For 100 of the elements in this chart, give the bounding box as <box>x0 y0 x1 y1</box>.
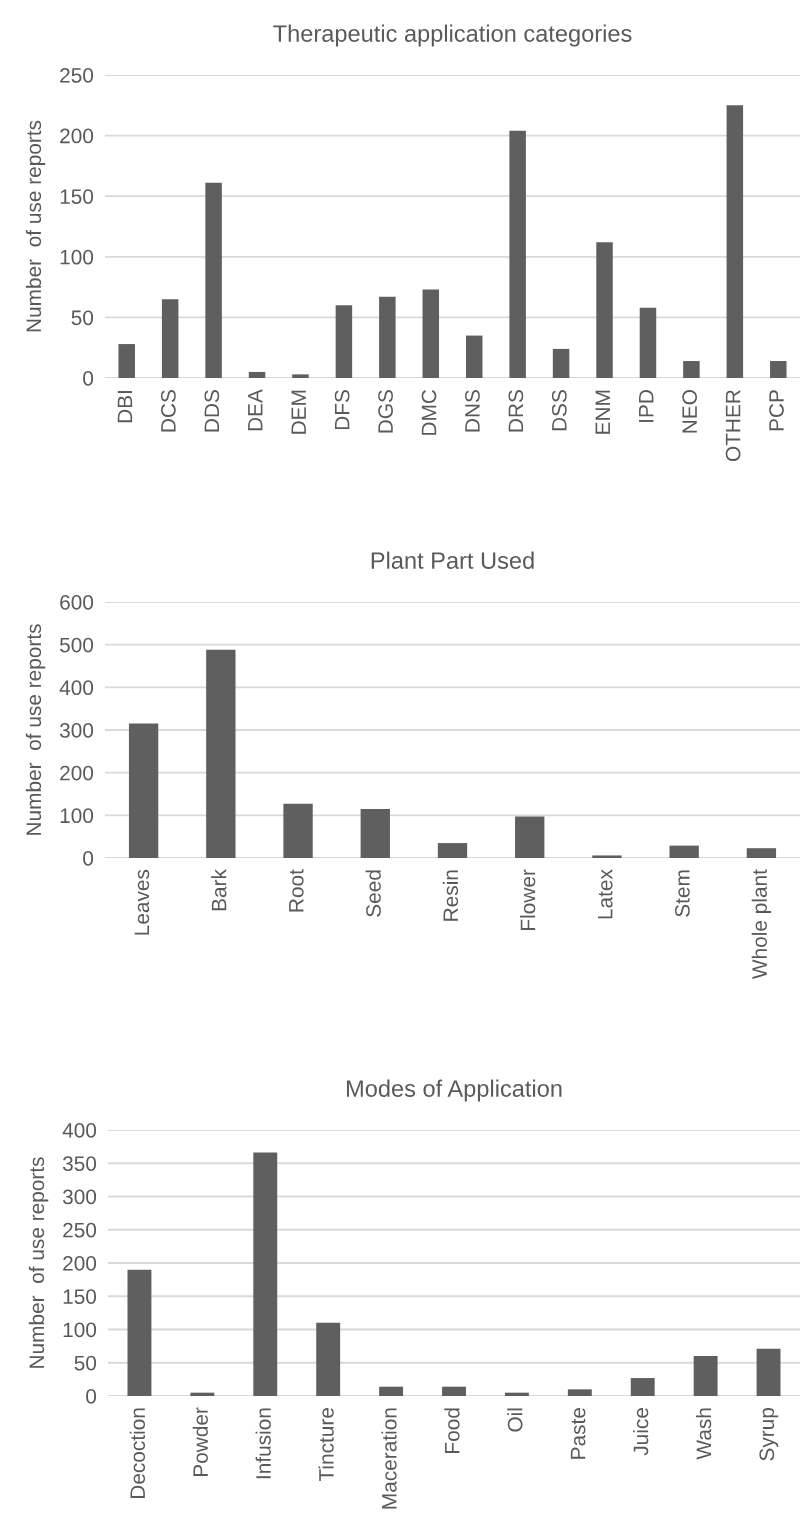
x-tick-label: DEM <box>291 390 306 434</box>
x-tick-label: DNS <box>465 390 480 432</box>
x-tick-label: ENM <box>595 390 610 434</box>
x-tick-label: Juice <box>633 1408 649 1456</box>
bar <box>118 344 135 378</box>
x-tick-label: NEO <box>682 390 697 433</box>
x-tick-label: Infusion <box>255 1408 271 1479</box>
x-tick-label: DSS <box>551 390 567 431</box>
y-tick-label: 500 <box>59 637 94 653</box>
chart-title: Plant Part Used <box>371 551 534 569</box>
bar <box>128 723 159 858</box>
y-tick-label: 150 <box>63 1289 97 1304</box>
x-tick-label: Latex <box>598 869 613 919</box>
y-tick-label: 200 <box>60 128 94 144</box>
x-tick-label: DBI <box>117 391 133 423</box>
y-tick-label: 150 <box>60 189 94 204</box>
y-tick-label: 300 <box>62 1189 97 1205</box>
bar <box>669 845 699 858</box>
x-tick-label: DCS <box>161 390 176 432</box>
x-tick-label: PCP <box>769 390 784 431</box>
y-tick-label: 400 <box>59 680 94 696</box>
x-tick-label: Powder <box>192 1407 208 1477</box>
y-tick-label: 0 <box>86 1389 97 1404</box>
x-tick-label: Root <box>289 869 304 912</box>
bar <box>515 816 545 858</box>
bar <box>360 808 390 858</box>
bar <box>639 307 657 378</box>
bar <box>437 843 468 858</box>
x-tick-label: Resin <box>442 870 459 921</box>
bar <box>292 374 309 378</box>
y-tick-label: 250 <box>60 68 94 83</box>
x-tick-label: DRS <box>508 390 524 432</box>
x-tick-label: DGS <box>378 390 393 433</box>
bar <box>746 848 777 858</box>
x-tick-label: Whole plant <box>751 869 772 980</box>
bar <box>379 296 396 378</box>
y-tick-label: 400 <box>62 1123 97 1138</box>
bar <box>567 1389 592 1396</box>
bar <box>596 242 613 378</box>
bar <box>683 361 700 378</box>
bar <box>253 1152 278 1396</box>
y-tick-label: 350 <box>62 1156 97 1171</box>
bar <box>190 1392 215 1396</box>
x-tick-label: DDS <box>204 390 220 432</box>
x-tick-label: Tincture <box>318 1408 334 1482</box>
bar <box>316 1322 341 1396</box>
x-tick-label: Paste <box>570 1408 586 1459</box>
x-tick-label: Bark <box>211 869 227 911</box>
y-axis-title: Number of use reports <box>25 120 46 332</box>
chart-title: Therapeutic application categories <box>273 24 632 47</box>
bar <box>592 855 622 858</box>
x-tick-label: DMC <box>421 389 437 435</box>
x-tick-label: Wash <box>695 1408 712 1460</box>
bar <box>756 1348 781 1396</box>
x-tick-label: Decoction <box>129 1408 146 1499</box>
bar <box>442 1386 466 1396</box>
bar <box>248 371 266 378</box>
x-tick-label: IPD <box>639 390 654 422</box>
y-tick-label: 200 <box>63 1256 97 1271</box>
bar <box>504 1392 529 1396</box>
bar <box>726 105 744 378</box>
x-tick-label: Seed <box>365 870 381 917</box>
bar <box>770 361 787 378</box>
bar <box>630 1378 655 1396</box>
y-tick-label: 50 <box>74 1355 97 1371</box>
bar <box>422 289 440 378</box>
y-tick-label: 50 <box>71 310 94 326</box>
x-tick-label: OTHER <box>725 390 741 462</box>
bar <box>283 803 313 858</box>
x-tick-label: Food <box>444 1408 460 1453</box>
x-tick-label: Flower <box>520 869 536 930</box>
y-tick-label: 100 <box>60 249 94 265</box>
x-tick-label: DFS <box>334 390 350 430</box>
bar <box>465 335 483 378</box>
x-tick-label: Oil <box>507 1408 523 1432</box>
y-tick-label: 0 <box>83 371 94 386</box>
x-tick-label: Stem <box>675 870 690 917</box>
y-tick-label: 200 <box>60 765 94 781</box>
y-tick-label: 100 <box>63 1322 97 1338</box>
y-axis-title: Number of use reports <box>25 624 46 835</box>
bar <box>509 130 526 378</box>
chart-title: Modes of Application <box>347 1079 562 1102</box>
bar <box>693 1356 718 1396</box>
bar <box>161 299 179 378</box>
y-tick-label: 300 <box>59 723 94 738</box>
bar <box>205 182 222 378</box>
bar <box>552 348 570 378</box>
y-tick-label: 600 <box>60 595 94 610</box>
y-tick-label: 250 <box>63 1222 97 1238</box>
bar <box>335 305 353 378</box>
x-tick-label: Leaves <box>134 869 150 935</box>
bar <box>206 649 236 858</box>
bar <box>127 1269 152 1396</box>
x-tick-label: Syrup <box>759 1407 779 1461</box>
bar <box>379 1386 404 1396</box>
y-tick-label: 0 <box>83 851 94 866</box>
y-axis-title: Number of use reports <box>28 1157 49 1368</box>
x-tick-label: Maceration <box>381 1408 397 1509</box>
y-tick-label: 100 <box>60 808 94 824</box>
x-tick-label: DEA <box>248 389 263 431</box>
